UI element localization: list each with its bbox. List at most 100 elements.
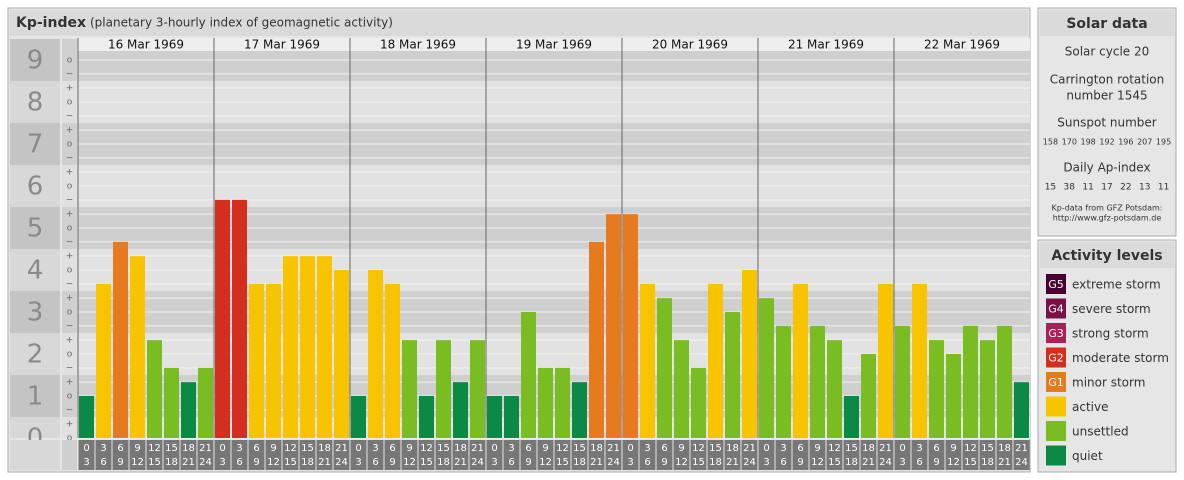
bar <box>946 354 961 438</box>
hour-label: 9 <box>270 443 276 454</box>
y-band <box>10 123 60 165</box>
minor-tick-label: o <box>67 392 73 402</box>
bar <box>147 340 162 438</box>
bar <box>844 396 859 438</box>
ap-value: 13 <box>1139 183 1150 193</box>
hour-cell <box>605 440 622 470</box>
hour-label: 3 <box>916 443 922 454</box>
source: Kp-data from GFZ Potsdam: <box>1052 204 1163 213</box>
hour-label: 18 <box>454 443 467 454</box>
day-label: 17 Mar 1969 <box>244 38 320 52</box>
hour-label: 24 <box>879 457 892 468</box>
y-tick-label: 1 <box>27 382 44 412</box>
bar <box>606 214 621 438</box>
bar <box>912 283 927 438</box>
minor-band <box>62 333 77 375</box>
bar <box>113 241 128 438</box>
hour-label: 9 <box>253 457 259 468</box>
minor-tick-label: + <box>66 252 74 262</box>
hour-label: 9 <box>406 443 412 454</box>
bar <box>504 396 519 438</box>
bar <box>215 199 230 438</box>
hour-label: 0 <box>491 443 497 454</box>
hour-label: 12 <box>539 457 552 468</box>
minor-tick-label: − <box>66 363 74 373</box>
hour-cell <box>945 440 962 470</box>
day-label: 20 Mar 1969 <box>652 38 728 52</box>
bar <box>300 256 315 438</box>
hour-label: 12 <box>828 443 841 454</box>
hour-cell <box>503 440 520 470</box>
bar <box>640 283 655 438</box>
hour-cell <box>792 440 809 470</box>
day-label: 19 Mar 1969 <box>516 38 592 52</box>
hour-label: 15 <box>301 443 314 454</box>
hour-label: 21 <box>998 457 1011 468</box>
hour-cell <box>486 440 503 470</box>
minor-tick-label: + <box>66 126 74 136</box>
hour-label: 3 <box>899 457 905 468</box>
hour-label: 0 <box>83 443 89 454</box>
hour-label: 0 <box>219 443 225 454</box>
hour-label: 3 <box>355 457 361 468</box>
hour-label: 18 <box>573 457 586 468</box>
band <box>78 417 1030 438</box>
hour-label: 12 <box>947 457 960 468</box>
hour-label: 12 <box>811 457 824 468</box>
hour-cell <box>214 440 231 470</box>
hour-cell <box>146 440 163 470</box>
legend-label: severe storm <box>1072 302 1151 316</box>
hour-label: 21 <box>879 443 892 454</box>
legend-swatch <box>1046 421 1066 441</box>
bar <box>351 396 366 438</box>
hour-label: 12 <box>964 443 977 454</box>
hour-cell <box>690 440 707 470</box>
bar <box>776 325 791 438</box>
hour-label: 12 <box>267 457 280 468</box>
y-band <box>10 375 60 417</box>
hour-cell <box>265 440 282 470</box>
hour-label: 0 <box>899 443 905 454</box>
y-tick-label: 5 <box>27 214 44 244</box>
hour-cell <box>979 440 996 470</box>
hour-label: 15 <box>165 443 178 454</box>
bar <box>402 340 417 438</box>
hour-label: 6 <box>236 457 242 468</box>
hour-label: 21 <box>318 457 331 468</box>
hour-label: 3 <box>627 457 633 468</box>
bar <box>980 340 995 438</box>
hour-label: 6 <box>117 443 123 454</box>
hour-label: 3 <box>372 443 378 454</box>
hour-cell <box>741 440 758 470</box>
hour-label: 21 <box>182 457 195 468</box>
y-tick-label: 9 <box>27 46 44 76</box>
hour-label: 18 <box>165 457 178 468</box>
hour-label: 0 <box>355 443 361 454</box>
solar-panel <box>1037 7 1177 237</box>
hour-cell <box>826 440 843 470</box>
hour-label: 3 <box>763 457 769 468</box>
hour-label: 12 <box>675 457 688 468</box>
solar-title: Solar data <box>1066 16 1147 32</box>
bar <box>742 270 757 438</box>
hour-label: 6 <box>780 457 786 468</box>
minor-band <box>62 165 77 207</box>
hour-label: 21 <box>1015 443 1028 454</box>
minor-tick-label: − <box>66 279 74 289</box>
minor-tick-label: + <box>66 210 74 220</box>
legend-label: moderate storm <box>1072 351 1169 365</box>
bar <box>810 325 825 438</box>
hour-label: 6 <box>508 457 514 468</box>
bar <box>470 340 485 438</box>
hour-cell <box>333 440 350 470</box>
hour-label: 3 <box>491 457 497 468</box>
sunspot-value: 198 <box>1081 138 1096 147</box>
legend-label: active <box>1072 400 1108 414</box>
bar <box>691 367 706 438</box>
legend-label: unsettled <box>1072 425 1129 439</box>
carrington: Carrington rotation <box>1050 73 1164 87</box>
hour-label: 12 <box>403 457 416 468</box>
hour-cell <box>469 440 486 470</box>
hour-label: 18 <box>301 457 314 468</box>
hour-label: 6 <box>661 443 667 454</box>
